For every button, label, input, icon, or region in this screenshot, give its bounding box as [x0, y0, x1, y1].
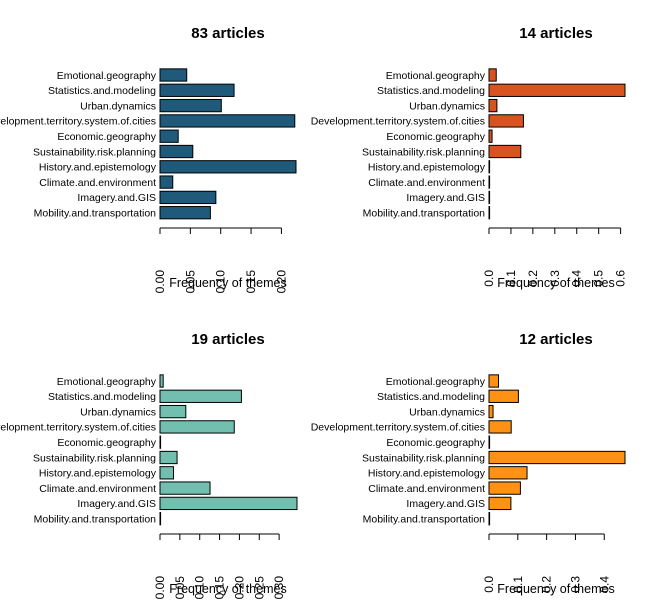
bar	[489, 482, 520, 494]
category-label: Emotional.geography	[386, 70, 486, 82]
bar	[160, 513, 161, 525]
category-label: Emotional.geography	[57, 376, 157, 388]
category-label: Climate.and.environment	[368, 177, 485, 189]
bar	[160, 99, 221, 111]
bar	[160, 69, 187, 81]
bar	[489, 375, 499, 387]
bar	[489, 115, 523, 127]
category-label: Economic.geography	[57, 437, 156, 449]
category-label: Statistics.and.modeling	[48, 391, 156, 403]
category-label: Statistics.and.modeling	[377, 391, 485, 403]
category-label: Development.territory.system.of.cities	[0, 422, 156, 434]
category-label: Mobility.and.transportation	[34, 514, 157, 526]
category-label: Imagery.and.GIS	[406, 498, 485, 510]
category-label: Economic.geography	[386, 437, 485, 449]
category-label: Statistics.and.modeling	[48, 85, 156, 97]
chart-title: 14 articles	[519, 25, 592, 42]
bar	[489, 191, 490, 203]
bar	[489, 161, 490, 173]
category-label: Development.territory.system.of.cities	[0, 116, 156, 128]
bar	[160, 375, 163, 387]
category-label: Mobility.and.transportation	[363, 208, 486, 220]
bar	[489, 467, 527, 479]
bar	[160, 497, 297, 509]
x-tick-label: 0.0	[482, 270, 496, 287]
category-label: Sustainability.risk.planning	[33, 452, 156, 464]
bar	[160, 176, 173, 188]
category-label: Statistics.and.modeling	[377, 85, 485, 97]
bar	[160, 421, 234, 433]
bar	[160, 161, 296, 173]
bar	[489, 436, 490, 448]
bar	[160, 467, 174, 479]
category-label: History.and.epistemology	[39, 162, 157, 174]
bar	[160, 451, 177, 463]
bar	[489, 497, 511, 509]
category-label: Development.territory.system.of.cities	[311, 422, 485, 434]
bar	[489, 145, 521, 157]
chart-panel-3: 19 articles Emotional.geography Statistics…	[0, 331, 297, 599]
category-label: Economic.geography	[57, 131, 156, 143]
bar	[160, 405, 186, 417]
bar	[160, 436, 161, 448]
x-tick-label: 0.6	[614, 270, 628, 287]
bar	[489, 69, 496, 81]
x-axis-label: Frequency of themes	[169, 276, 286, 290]
category-label: Climate.and.environment	[368, 483, 485, 495]
chart-panel-4: 12 articles Emotional.geography Statistics…	[311, 331, 625, 596]
category-label: Imagery.and.GIS	[77, 498, 156, 510]
category-label: Economic.geography	[386, 131, 485, 143]
x-tick-label: 0.00	[153, 576, 167, 600]
category-label: Urban.dynamics	[409, 406, 485, 418]
bar	[489, 207, 490, 219]
category-label: History.and.epistemology	[368, 468, 486, 480]
bar	[160, 145, 193, 157]
bar	[160, 84, 234, 96]
category-label: History.and.epistemology	[39, 468, 157, 480]
category-label: Climate.and.environment	[39, 483, 156, 495]
category-label: Imagery.and.GIS	[406, 192, 485, 204]
bar	[489, 451, 625, 463]
category-label: Mobility.and.transportation	[34, 208, 157, 220]
bar	[489, 130, 492, 142]
chart-panel-2: 14 articles Emotional.geography Statistics…	[311, 25, 628, 290]
bar	[489, 84, 625, 96]
bar	[160, 390, 241, 402]
bar	[489, 405, 493, 417]
bar	[160, 130, 178, 142]
bar	[160, 207, 210, 219]
bar	[160, 115, 295, 127]
x-tick-label: 0.0	[482, 576, 496, 593]
bar	[489, 99, 497, 111]
category-label: Development.territory.system.of.cities	[311, 116, 485, 128]
category-label: Urban.dynamics	[80, 100, 156, 112]
bar	[489, 176, 490, 188]
chart-title: 12 articles	[519, 331, 592, 348]
bar	[489, 513, 490, 525]
x-axis-label: Frequency of themes	[497, 582, 614, 596]
category-label: History.and.epistemology	[368, 162, 486, 174]
bar	[160, 482, 210, 494]
chart-title: 83 articles	[191, 25, 264, 42]
x-tick-label: 0.00	[153, 270, 167, 294]
category-label: Mobility.and.transportation	[363, 514, 486, 526]
bar	[160, 191, 216, 203]
chart-panel-1: 83 articles Emotional.geography Statistics…	[0, 25, 296, 293]
category-label: Emotional.geography	[57, 70, 157, 82]
category-label: Climate.and.environment	[39, 177, 156, 189]
x-axis-label: Frequency of themes	[497, 276, 614, 290]
category-label: Sustainability.risk.planning	[362, 146, 485, 158]
category-label: Sustainability.risk.planning	[362, 452, 485, 464]
category-label: Emotional.geography	[386, 376, 486, 388]
bar	[489, 390, 518, 402]
category-label: Urban.dynamics	[80, 406, 156, 418]
category-label: Urban.dynamics	[409, 100, 485, 112]
chart-title: 19 articles	[191, 331, 264, 348]
x-axis-label: Frequency of themes	[169, 582, 286, 596]
bar	[489, 421, 511, 433]
category-label: Sustainability.risk.planning	[33, 146, 156, 158]
category-label: Imagery.and.GIS	[77, 192, 156, 204]
